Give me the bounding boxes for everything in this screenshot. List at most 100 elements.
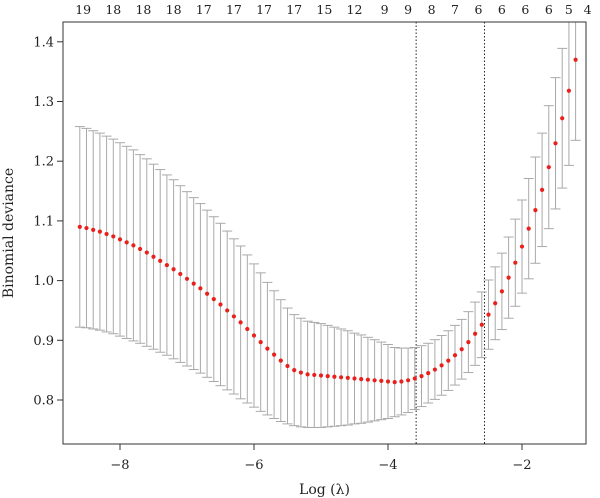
x-tick-label: −8 <box>110 458 129 473</box>
deviance-point <box>439 363 444 368</box>
plot-frame <box>62 21 587 445</box>
deviance-point <box>117 237 123 242</box>
top-axis-count-label: 5 <box>565 2 573 17</box>
deviance-point <box>131 243 136 248</box>
deviance-point <box>493 301 498 306</box>
y-tick-label: 1.3 <box>33 95 54 110</box>
deviance-point <box>91 227 96 232</box>
top-axis-count-label: 19 <box>75 2 91 17</box>
deviance-point <box>372 378 377 383</box>
deviance-point <box>379 378 384 383</box>
top-axis-count-label: 6 <box>545 2 553 17</box>
deviance-point <box>432 367 437 372</box>
y-tick-label: 1.2 <box>33 155 54 170</box>
deviance-point <box>573 57 578 62</box>
deviance-point <box>231 314 236 319</box>
deviance-point <box>486 312 491 317</box>
deviance-point <box>191 281 196 286</box>
x-tick-label: −4 <box>378 458 397 473</box>
top-axis-count-label: 4 <box>584 2 592 17</box>
top-axis-count-label: 17 <box>286 2 302 17</box>
y-tick-label: 1.4 <box>33 35 54 50</box>
top-axis-count-label: 15 <box>316 2 332 17</box>
deviance-point <box>184 276 190 281</box>
x-tick-label: −6 <box>244 458 263 473</box>
deviance-point <box>385 379 391 384</box>
deviance-point <box>111 234 116 239</box>
deviance-point <box>359 377 364 382</box>
deviance-point <box>278 358 283 363</box>
deviance-point <box>285 363 290 369</box>
deviance-point <box>158 258 163 263</box>
deviance-point <box>406 378 411 383</box>
top-axis-count-label: 9 <box>404 2 412 17</box>
deviance-point <box>178 271 183 277</box>
x-tick-label: −2 <box>512 458 531 473</box>
deviance-point <box>513 260 518 265</box>
deviance-point <box>171 267 176 272</box>
y-tick-label: 1.1 <box>33 214 54 229</box>
deviance-point <box>97 229 102 234</box>
top-axis-count-label: 18 <box>166 2 182 17</box>
deviance-point <box>446 358 451 363</box>
deviance-point <box>325 374 330 379</box>
deviance-point <box>225 308 230 313</box>
top-axis-count-label: 6 <box>498 2 506 17</box>
deviance-point <box>318 373 324 378</box>
top-axis-count-label: 17 <box>196 2 212 17</box>
deviance-point <box>138 246 143 252</box>
deviance-point <box>345 375 350 381</box>
deviance-point <box>144 250 149 255</box>
deviance-point <box>124 240 129 245</box>
deviance-point <box>566 88 572 93</box>
deviance-point <box>546 165 551 170</box>
deviance-point <box>419 374 424 379</box>
top-axis-count-label: 7 <box>451 2 459 17</box>
deviance-point <box>365 377 370 382</box>
top-axis-count-label: 6 <box>474 2 482 17</box>
plot-content <box>74 22 581 444</box>
deviance-point <box>392 379 397 385</box>
deviance-point <box>245 326 250 332</box>
y-tick-label: 1.0 <box>33 274 54 289</box>
deviance-point <box>265 346 270 351</box>
deviance-point <box>238 320 243 325</box>
top-axis-count-label: 6 <box>521 2 529 17</box>
deviance-point <box>499 289 504 294</box>
deviance-point <box>332 374 337 379</box>
deviance-point <box>84 225 89 231</box>
top-axis-count-label: 8 <box>428 2 436 17</box>
deviance-point <box>218 302 223 307</box>
top-axis-count-label: 18 <box>105 2 121 17</box>
deviance-point <box>426 371 431 376</box>
deviance-point <box>553 141 558 146</box>
deviance-point <box>211 297 216 302</box>
deviance-point <box>258 339 263 345</box>
deviance-point <box>506 275 511 280</box>
deviance-point <box>104 231 109 237</box>
x-axis-title: Log (λ) <box>299 482 350 498</box>
top-axis-count-label: 12 <box>347 2 363 17</box>
deviance-point <box>77 224 82 229</box>
deviance-point <box>466 339 471 345</box>
top-axis-count-label: 9 <box>381 2 389 17</box>
deviance-point <box>151 254 156 259</box>
deviance-point <box>399 379 404 384</box>
deviance-point <box>479 322 484 327</box>
y-axis-title: Binomial deviance <box>1 168 17 298</box>
deviance-point <box>339 375 344 380</box>
deviance-point <box>459 347 464 352</box>
top-axis-count-label: 18 <box>135 2 151 17</box>
deviance-point <box>298 370 303 375</box>
y-tick-label: 0.8 <box>33 394 54 409</box>
deviance-point <box>540 187 545 192</box>
deviance-point <box>305 372 310 377</box>
deviance-point <box>205 291 210 296</box>
deviance-point <box>412 376 417 381</box>
top-axis-count-label: 17 <box>256 2 272 17</box>
deviance-point <box>452 353 458 358</box>
deviance-point <box>526 226 531 231</box>
deviance-point <box>198 286 203 291</box>
deviance-point <box>272 352 277 357</box>
